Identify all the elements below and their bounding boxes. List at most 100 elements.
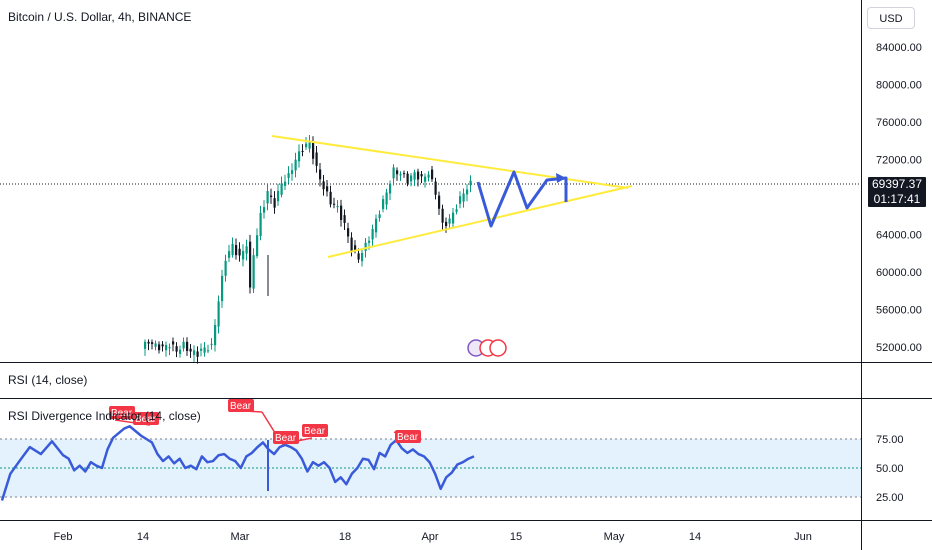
- candle-body: [301, 150, 304, 152]
- bear-label-box: [302, 424, 328, 437]
- bear-label: Bear: [111, 408, 133, 419]
- candle-body: [347, 228, 350, 237]
- candle-body: [305, 143, 308, 148]
- candle-body: [445, 221, 448, 227]
- current-price-tag: 69397.37 01:17:41: [868, 177, 926, 207]
- currency-selector[interactable]: USD: [867, 7, 915, 29]
- candle-body: [165, 344, 168, 351]
- candle-body: [207, 350, 210, 352]
- candle-body: [357, 253, 360, 260]
- candle-body: [273, 198, 276, 208]
- pane-divider-main[interactable]: [0, 362, 932, 363]
- candle-body: [312, 142, 315, 159]
- current-price-value: 69397.37: [871, 177, 923, 191]
- bear-label-box: [228, 399, 254, 412]
- price-axis-label: 60000.00: [876, 267, 922, 279]
- candle-body: [452, 212, 455, 224]
- candle-body: [217, 301, 220, 327]
- bear-label-box: [109, 406, 135, 419]
- candle-body: [151, 342, 154, 345]
- price-axis-label: 56000.00: [876, 305, 922, 317]
- candle-body: [371, 228, 374, 240]
- candle-body: [298, 151, 301, 162]
- time-axis-label: 18: [339, 531, 351, 543]
- time-axis-label: 14: [137, 531, 149, 543]
- candle-body: [280, 183, 283, 195]
- bear-label: Bear: [135, 414, 157, 425]
- candle-body: [466, 189, 469, 195]
- candle-body: [284, 181, 287, 186]
- candle-body: [403, 173, 406, 175]
- candle-body: [270, 195, 273, 197]
- rsi-divergence-pane-label[interactable]: RSI Divergence Indicator (14, close): [8, 409, 201, 423]
- candle-body: [343, 215, 346, 223]
- pane-divider-rsi[interactable]: [0, 398, 932, 399]
- candle-body: [434, 181, 437, 195]
- candle-body: [424, 176, 427, 182]
- candle-body: [196, 351, 199, 357]
- candle-body: [175, 346, 178, 352]
- candle-body: [294, 159, 297, 171]
- candle-body: [277, 190, 280, 202]
- candle-body: [238, 248, 241, 256]
- candle-body: [287, 173, 290, 178]
- candle-body: [315, 152, 318, 166]
- projection-arrowhead: [556, 173, 566, 183]
- candle-body: [420, 174, 423, 177]
- candle-body: [256, 235, 259, 256]
- candle-body: [385, 192, 388, 205]
- candle-body: [333, 203, 336, 205]
- candle-body: [168, 347, 171, 349]
- candle-body: [427, 174, 430, 178]
- candle-body: [263, 207, 266, 213]
- candle-body: [368, 240, 371, 243]
- candle-body: [308, 141, 311, 149]
- candle-body: [203, 347, 206, 353]
- rsi-axis-label: 50.00: [876, 463, 904, 475]
- candle-body: [326, 186, 329, 192]
- candle-body: [441, 208, 444, 223]
- time-axis-label: 15: [510, 531, 522, 543]
- bear-label: Bear: [397, 432, 419, 443]
- candle-body: [266, 191, 269, 204]
- price-axis-label: 52000.00: [876, 342, 922, 354]
- candle-body: [259, 212, 262, 236]
- candle-body: [462, 193, 465, 202]
- candle-body: [179, 349, 182, 354]
- candle-body: [336, 206, 339, 208]
- candle-body: [354, 245, 357, 251]
- time-axis-border: [0, 520, 932, 521]
- candle-body: [291, 170, 294, 174]
- candle-body: [147, 341, 150, 344]
- candle-body: [431, 169, 434, 180]
- price-axis-label: 72000.00: [876, 155, 922, 167]
- candle-body: [245, 246, 248, 254]
- bear-label-box: [395, 430, 421, 443]
- candle-body: [200, 348, 203, 351]
- bear-label: Bear: [304, 426, 326, 437]
- bear-label: Bear: [230, 401, 252, 412]
- candle-body: [154, 343, 157, 347]
- time-axis-label: May: [604, 531, 625, 543]
- candle-body: [214, 324, 217, 346]
- bar-countdown: 01:17:41: [873, 192, 921, 206]
- candle-body: [252, 255, 255, 289]
- bear-divergence-line: [281, 437, 313, 445]
- candle-body: [221, 275, 224, 302]
- candle-body: [375, 218, 378, 233]
- candle-body: [224, 260, 227, 276]
- triangle-lower-trendline: [327, 185, 633, 258]
- chart-title: Bitcoin / U.S. Dollar, 4h, BINANCE: [8, 10, 192, 24]
- candle-body: [469, 180, 472, 186]
- candle-body: [455, 209, 458, 212]
- candle-body: [413, 172, 416, 180]
- rsi-pane-label[interactable]: RSI (14, close): [8, 373, 88, 387]
- time-axis-label: Apr: [421, 531, 438, 543]
- candle-body: [172, 341, 175, 345]
- candle-body: [417, 171, 420, 180]
- time-axis-label: 14: [689, 531, 701, 543]
- candle-body: [459, 196, 462, 204]
- candle-body: [410, 175, 413, 182]
- candle-body: [249, 241, 252, 288]
